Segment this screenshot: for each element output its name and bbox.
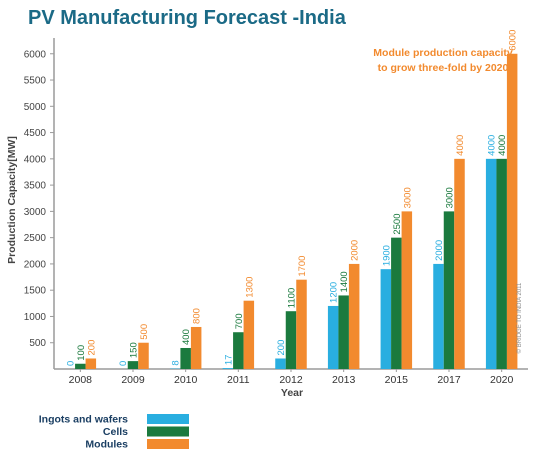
bar-value-label: 500 <box>139 324 150 340</box>
bar-value-label: 100 <box>76 345 87 361</box>
legend-swatch <box>147 426 189 437</box>
x-tick-label: 2015 <box>385 374 409 386</box>
y-tick-label: 500 <box>29 338 46 349</box>
bar-value-label: 0 <box>118 361 129 366</box>
x-tick-label: 2011 <box>227 374 250 386</box>
y-tick-label: 3000 <box>24 207 47 218</box>
annotation-line-1: Module production capacity <box>373 47 513 59</box>
bar-value-label: 4000 <box>487 135 498 156</box>
x-tick-label: 2020 <box>490 374 514 386</box>
x-tick-label: 2017 <box>437 374 461 386</box>
bar-value-label: 4000 <box>455 135 466 156</box>
bar-value-label: 0 <box>65 361 76 366</box>
bar-value-label: 1100 <box>287 288 298 308</box>
bar-value-label: 17 <box>223 355 234 366</box>
bar-value-label: 2500 <box>392 214 403 235</box>
bar <box>496 158 507 369</box>
bar <box>180 347 191 369</box>
bar-value-label: 6000 <box>508 30 519 51</box>
bar-value-label: 400 <box>181 329 192 345</box>
legend-swatch <box>147 439 189 449</box>
x-axis-ticks: 2008 2009 2010 2011 2012 2013 2015 2017 2020 <box>69 369 514 386</box>
y-tick-label: 3500 <box>24 181 47 192</box>
bar <box>327 305 339 369</box>
legend-label: Cells <box>103 426 128 438</box>
y-tick-label: 2000 <box>24 259 47 270</box>
bar <box>485 158 497 369</box>
y-tick-label: 5500 <box>24 76 47 87</box>
bar-value-label: 2000 <box>350 240 361 261</box>
bar-value-label: 200 <box>276 340 287 356</box>
bar <box>243 300 255 369</box>
bar <box>433 263 444 369</box>
bar-value-label: 1700 <box>297 256 308 277</box>
y-tick-label: 4500 <box>24 128 47 139</box>
bar <box>391 237 402 369</box>
legend-swatch <box>147 414 189 424</box>
bars <box>75 53 518 370</box>
x-tick-label: 2013 <box>332 374 356 386</box>
bar-value-label: 8 <box>171 360 182 365</box>
legend-label: Ingots and wafers <box>39 414 128 426</box>
bar <box>233 332 244 369</box>
bar <box>190 326 202 369</box>
bar <box>275 358 286 369</box>
bar <box>85 358 97 369</box>
bar-value-label: 150 <box>129 342 140 358</box>
y-axis-ticks: 500 1000 1500 2000 2500 3000 3500 4000 4500 5000 5… <box>24 49 54 349</box>
y-axis-label: Production Capacity[MW] <box>6 136 18 264</box>
bar <box>348 263 360 369</box>
legend-label: Modules <box>85 439 128 451</box>
bar-value-label: 1900 <box>381 245 392 266</box>
bar <box>506 53 518 370</box>
x-tick-label: 2012 <box>279 374 303 386</box>
bar <box>285 311 297 369</box>
y-tick-label: 1000 <box>24 312 47 323</box>
bar <box>454 158 465 369</box>
bar-value-label: 200 <box>86 340 97 356</box>
y-tick-label: 2500 <box>24 233 47 244</box>
x-tick-label: 2010 <box>174 374 198 386</box>
bar-value-label: 3000 <box>402 187 413 208</box>
bar-value-label: 4000 <box>497 135 508 156</box>
y-tick-label: 6000 <box>24 49 47 60</box>
bar-value-label: 1200 <box>329 282 340 303</box>
x-tick-label: 2009 <box>121 374 145 386</box>
y-tick-label: 4000 <box>24 154 47 165</box>
bar-value-label: 1300 <box>244 277 255 298</box>
bar-value-label: 3000 <box>445 187 456 208</box>
y-tick-label: 1500 <box>24 286 47 297</box>
bar-value-label: 800 <box>192 308 203 324</box>
bar <box>338 295 349 369</box>
chart-title: PV Manufacturing Forecast -India <box>28 7 347 29</box>
credit-text: © BRIDGE TO INDIA 2011 <box>516 282 523 353</box>
bar <box>296 279 307 369</box>
bar <box>380 269 392 369</box>
bar-value-label: 2000 <box>434 240 445 261</box>
x-axis-label: Year <box>281 387 303 399</box>
bar-value-label: 700 <box>234 313 245 329</box>
bar <box>138 342 149 369</box>
x-tick-label: 2008 <box>69 374 93 386</box>
bar <box>127 361 139 369</box>
bar <box>401 211 413 369</box>
bar <box>222 368 234 369</box>
bar <box>75 363 86 369</box>
bar <box>443 211 455 369</box>
bar-value-label: 1400 <box>339 271 350 292</box>
y-tick-label: 5000 <box>24 102 47 113</box>
annotation-line-2: to grow three-fold by 2020 <box>378 62 509 74</box>
